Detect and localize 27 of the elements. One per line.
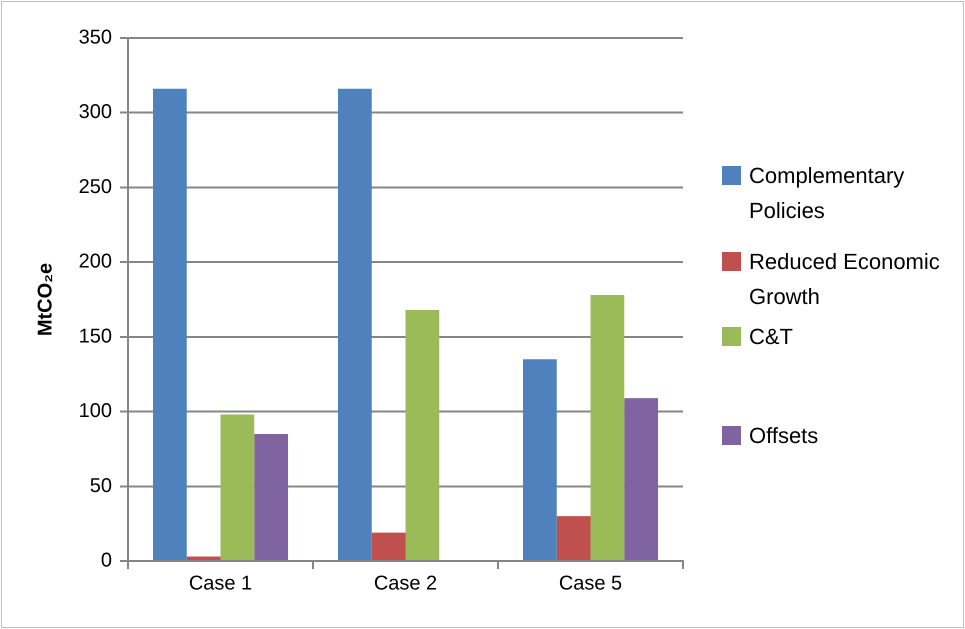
y-tick-label: 100 bbox=[78, 400, 112, 422]
legend-label: Complementary Policies bbox=[749, 162, 906, 225]
y-tick-label: 150 bbox=[78, 325, 112, 348]
legend-label: Reduced Economic Growth bbox=[749, 248, 941, 311]
bar bbox=[186, 556, 220, 560]
y-tick-label: 200 bbox=[78, 250, 112, 273]
bar bbox=[556, 516, 590, 560]
x-tick-label: Case 5 bbox=[558, 572, 622, 595]
x-tick-label: Case 2 bbox=[374, 572, 438, 595]
y-tick-label: 350 bbox=[78, 26, 112, 49]
bar bbox=[338, 88, 372, 560]
bar bbox=[406, 310, 440, 560]
y-tick-label: 300 bbox=[78, 101, 112, 124]
bar bbox=[624, 398, 658, 560]
x-tick-label: Case 1 bbox=[188, 572, 252, 595]
legend-label: C&T bbox=[749, 323, 794, 351]
bar bbox=[372, 532, 406, 560]
y-tick-label: 0 bbox=[100, 550, 112, 572]
bar bbox=[590, 295, 624, 560]
legend-label: Offsets bbox=[749, 422, 820, 450]
bar bbox=[522, 359, 557, 560]
y-axis-title: MtCO₂e bbox=[34, 262, 57, 336]
y-tick-label: 250 bbox=[78, 176, 112, 198]
y-tick-label: 50 bbox=[90, 474, 112, 497]
bar bbox=[254, 434, 288, 560]
bar bbox=[152, 88, 187, 560]
bar bbox=[220, 414, 254, 560]
